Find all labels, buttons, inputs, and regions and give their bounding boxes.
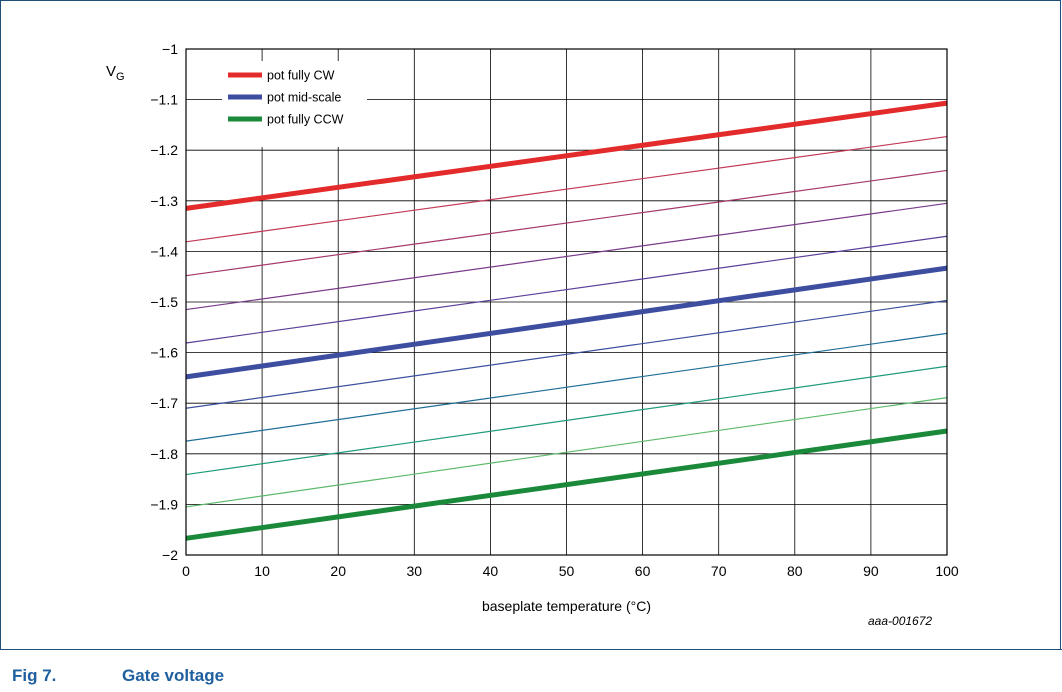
legend-label: pot fully CCW: [267, 113, 344, 127]
x-tick-label: 50: [559, 563, 575, 579]
y-tick-label: −1.8: [150, 446, 178, 462]
figure-reference-code: aaa-001672: [868, 614, 933, 628]
y-tick-label: −1.9: [150, 496, 178, 512]
figure-caption: Fig 7. Gate voltage: [12, 666, 224, 686]
x-tick-label: 100: [935, 563, 959, 579]
x-tick-label: 60: [635, 563, 651, 579]
y-axis-label: VG: [106, 63, 125, 83]
series-line: [185, 135, 948, 243]
gate-voltage-chart: pot fully CW pot mid-scale pot fully CCW 0 1…: [106, 41, 959, 614]
x-tick-label: 70: [711, 563, 727, 579]
series-line-bold: [185, 428, 948, 541]
frame-divider: [0, 649, 1062, 650]
series-line: [185, 397, 948, 508]
x-axis-label: baseplate temperature (°C): [482, 598, 651, 614]
y-tick-label: −1.1: [150, 92, 178, 108]
series-line-bold: [185, 265, 948, 380]
y-tick-label: −1.3: [150, 193, 178, 209]
y-tick-label: −1.6: [150, 345, 178, 361]
series-line-bold: [185, 100, 948, 211]
series-line: [185, 299, 948, 409]
y-tick-label: −1.4: [150, 243, 178, 259]
series-line: [185, 202, 948, 311]
y-tick-label: −2: [162, 547, 178, 563]
figure-number: Fig 7.: [12, 666, 57, 685]
x-tick-label: 10: [254, 563, 270, 579]
legend-label: pot fully CW: [267, 69, 335, 83]
y-tick-label: −1.2: [150, 142, 178, 158]
x-tick-label: 80: [787, 563, 803, 579]
x-tick-label: 0: [182, 563, 190, 579]
series-line: [185, 169, 948, 277]
figure-frame: [0, 0, 1061, 650]
y-tick-label: −1.7: [150, 395, 178, 411]
x-tick-label: 40: [483, 563, 499, 579]
y-tick-label: −1.5: [150, 294, 178, 310]
series-line: [185, 332, 948, 442]
series-line: [185, 235, 948, 344]
x-tick-label: 90: [863, 563, 879, 579]
figure-title: Gate voltage: [122, 666, 225, 685]
plot-border: [185, 48, 948, 556]
x-tick-label: 30: [407, 563, 423, 579]
y-tick-label: −1: [162, 41, 178, 57]
x-tick-label: 20: [330, 563, 346, 579]
series-line: [185, 365, 948, 476]
legend-label: pot mid-scale: [267, 91, 341, 105]
